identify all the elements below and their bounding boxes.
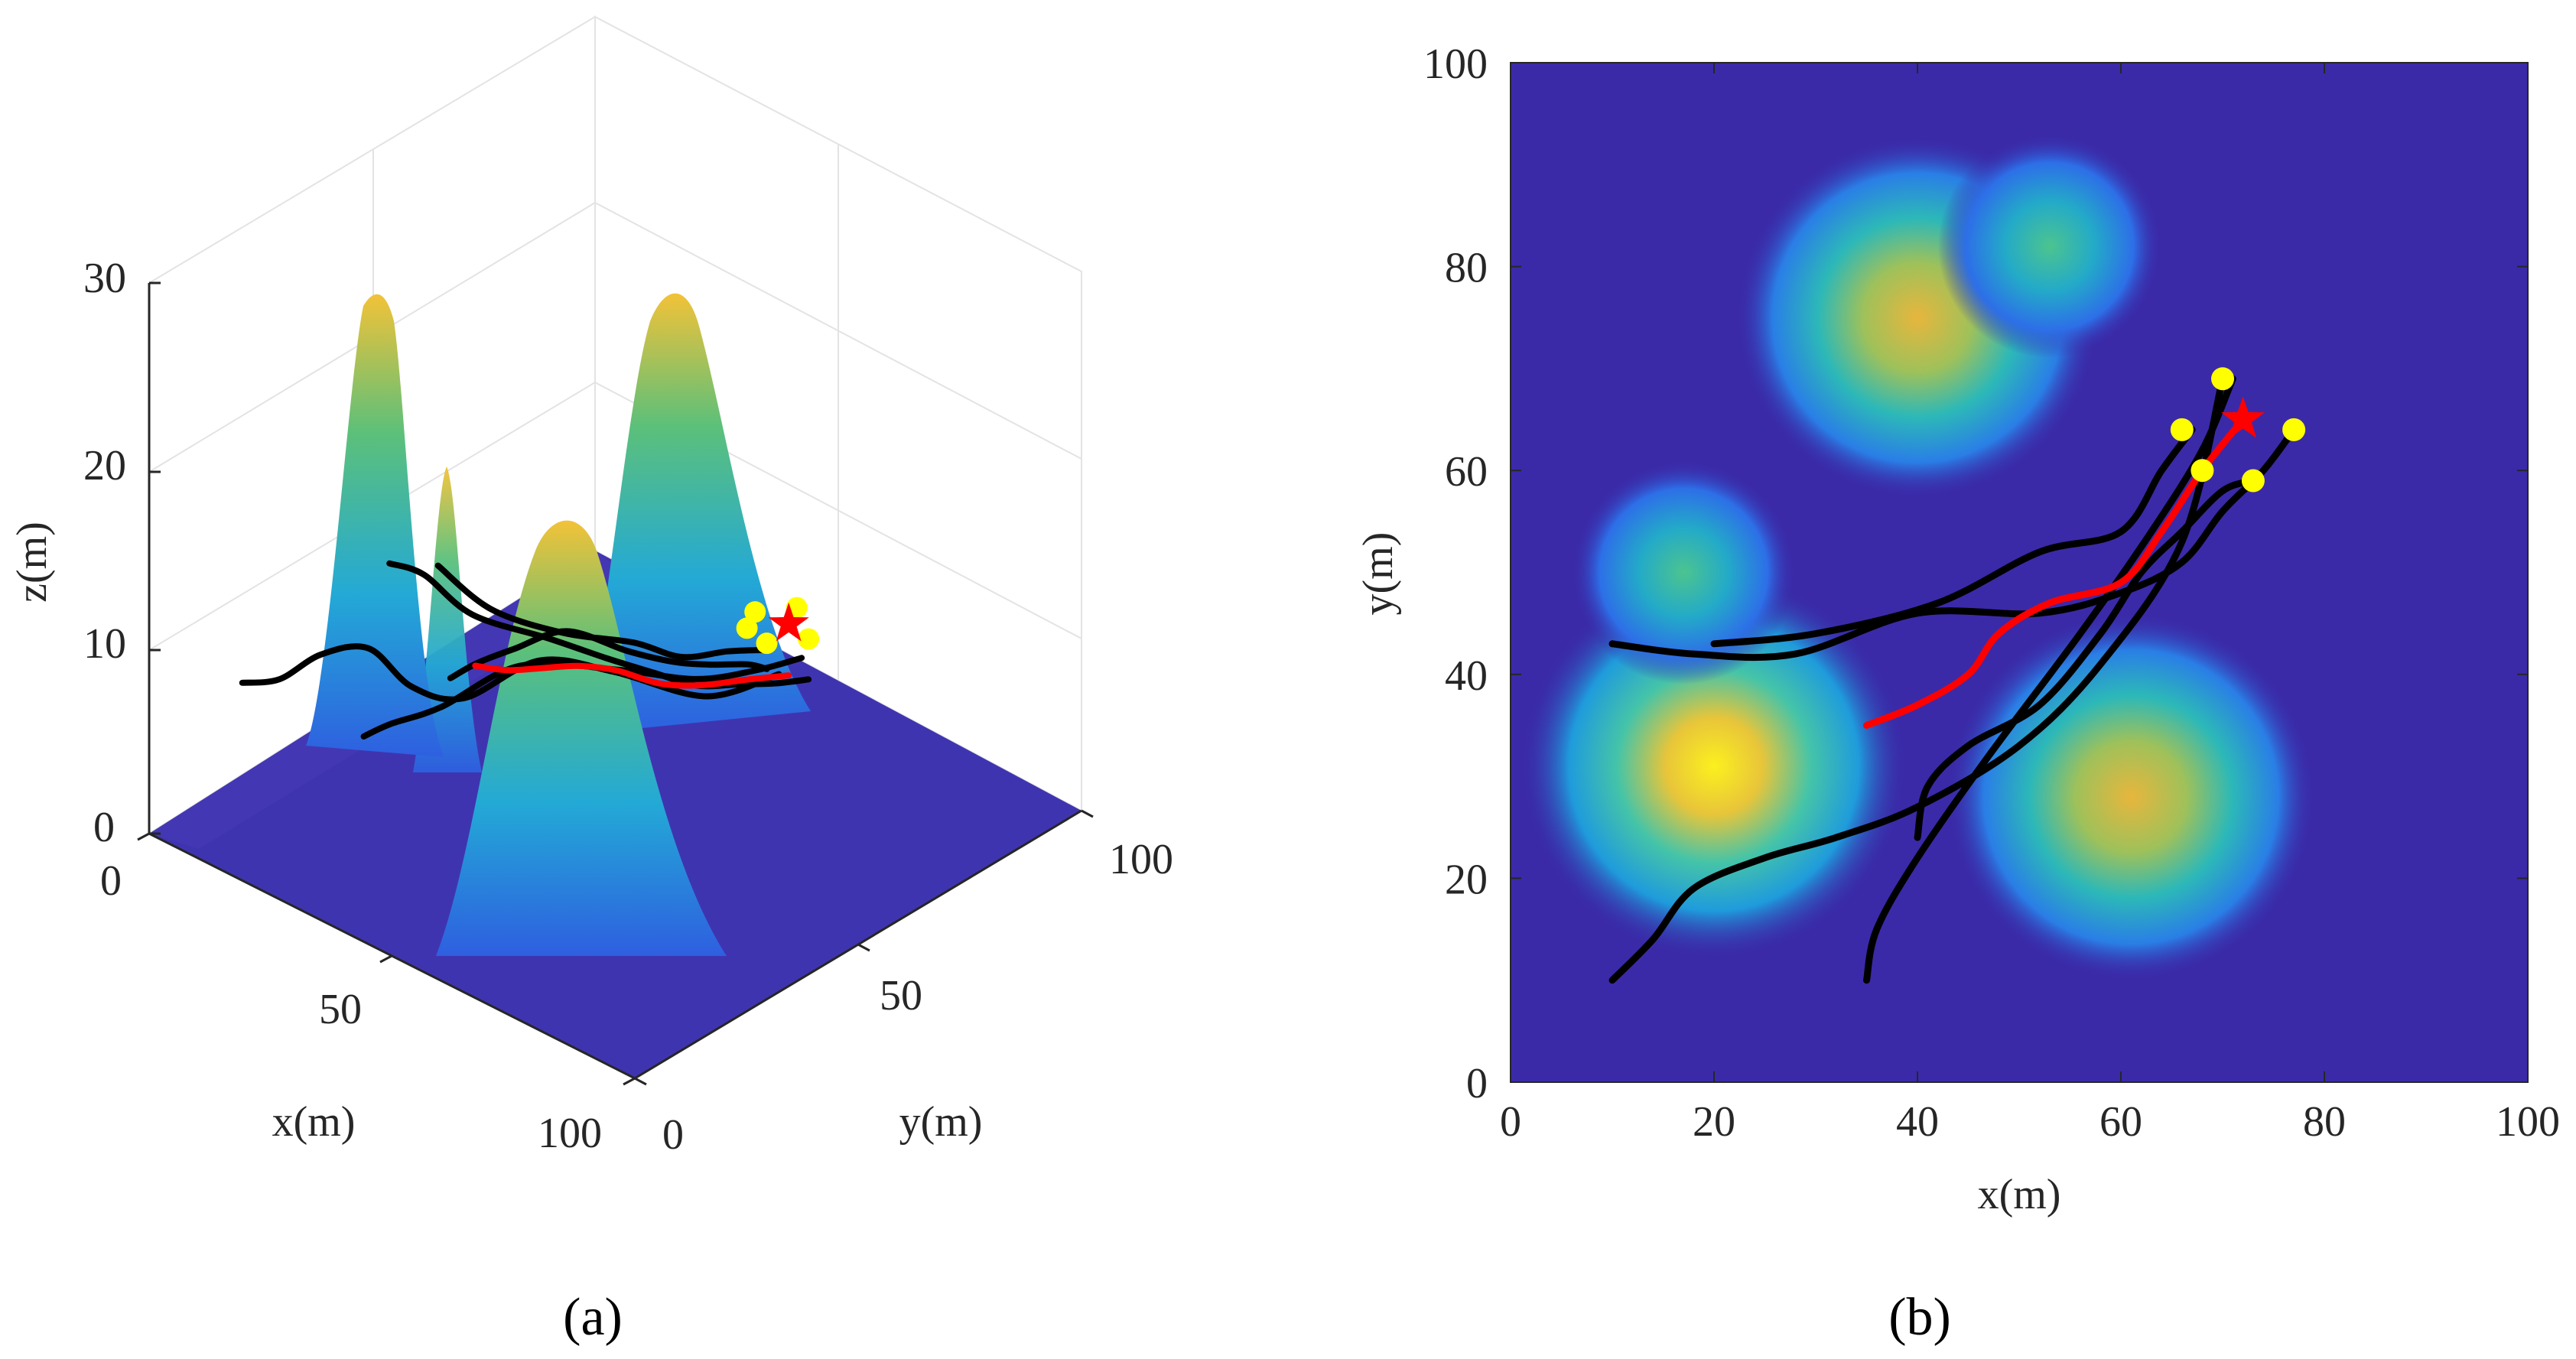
b-path-red: [1863, 416, 2247, 729]
a-ztick-0: 0: [93, 804, 115, 851]
a-ytick-0: 0: [662, 1111, 684, 1159]
b-path-black-3: [1710, 426, 2196, 648]
a-zlabel: z(m): [8, 522, 56, 603]
a-path-black-4: [447, 628, 770, 681]
a-start-point-2: [798, 628, 820, 650]
b-ytick-60: 60: [1445, 448, 1488, 496]
b-xtick-80: 80: [2303, 1098, 2346, 1146]
panel-a-paths: [239, 560, 812, 740]
terrain-peak-front: [436, 520, 727, 956]
b-ylabel: y(m): [1355, 532, 1402, 616]
a-path-black-2: [386, 560, 812, 690]
a-xtick-100: 100: [538, 1110, 602, 1157]
b-ytick-20: 20: [1445, 856, 1488, 903]
b-ytick-0: 0: [1466, 1060, 1488, 1107]
a-ztick-20: 20: [83, 442, 126, 489]
b-start-point-4: [2241, 469, 2265, 493]
a-ytick-100: 100: [1109, 836, 1173, 883]
b-start-point-2: [2282, 418, 2306, 441]
b-start-point-0: [2170, 418, 2194, 441]
b-panel-label: (b): [1888, 1288, 1951, 1347]
b-ytick-40: 40: [1445, 652, 1488, 700]
b-xlabel: x(m): [1978, 1171, 2061, 1218]
b-path-black-2: [1608, 426, 2298, 662]
b-ytick-100: 100: [1423, 41, 1488, 88]
a-path-red: [472, 662, 792, 689]
b-path-black-4: [1914, 477, 2257, 841]
a-xtick-0: 0: [100, 857, 122, 905]
a-ztick-10: 10: [83, 620, 126, 668]
panel-a-points: [736, 597, 820, 655]
a-path-black-3: [434, 562, 768, 661]
b-points: [2170, 367, 2306, 493]
b-heat-peak-0: [1521, 573, 1908, 960]
b-xtick-60: 60: [2100, 1098, 2142, 1146]
a-ytick-50: 50: [880, 972, 922, 1019]
a-ylabel: y(m): [899, 1098, 983, 1146]
b-ytick-80: 80: [1445, 245, 1488, 292]
a-start-point-3: [736, 617, 758, 639]
panel-b-heatmap: 0 20 40 60 80 100 0 20 40 60 80 100 x(m) y(m) (b): [1355, 41, 2560, 1347]
a-ztick-30: 30: [83, 255, 126, 302]
b-start-point-1: [2211, 367, 2234, 391]
terrain-peak-left: [306, 294, 444, 757]
b-start-point-3: [2191, 459, 2214, 483]
a-xlabel: x(m): [272, 1098, 356, 1146]
a-target-star: [768, 602, 809, 642]
a-start-point-4: [756, 632, 778, 655]
b-heat-peak-3: [1571, 460, 1796, 684]
b-axis-ticks: 0 20 40 60 80 100 0 20 40 60 80 100: [1423, 41, 2560, 1146]
b-target-star: [2221, 396, 2265, 438]
b-xtick-20: 20: [1693, 1098, 1735, 1146]
b-heat-peak-1: [1947, 613, 2316, 981]
panel-a-3d-surface: 0 10 20 30 z(m) 0 50 100 x(m) 0 50 100 y…: [8, 15, 1173, 1347]
a-start-point-0: [744, 601, 766, 623]
b-heat-peak-4: [1937, 134, 2162, 359]
b-xtick-100: 100: [2496, 1098, 2560, 1146]
a-xtick-50: 50: [319, 986, 362, 1033]
b-xtick-40: 40: [1896, 1098, 1939, 1146]
b-xtick-0: 0: [1500, 1098, 1521, 1146]
a-path-black-0: [239, 643, 782, 703]
a-panel-label: (a): [563, 1288, 623, 1347]
